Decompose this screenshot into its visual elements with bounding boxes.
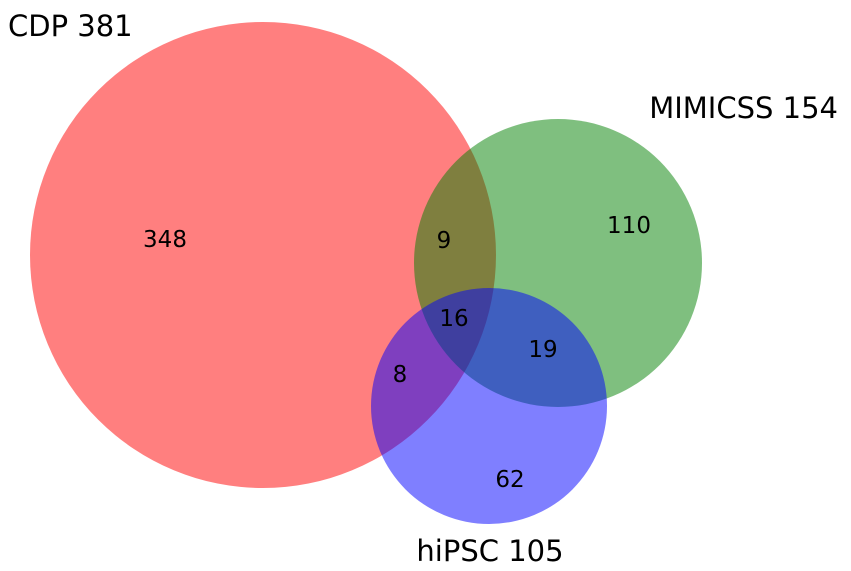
mimicss-hipsc-count: 19 [528,337,557,363]
mimicss-only-count: 110 [607,213,651,239]
hipsc-only-count: 62 [495,467,524,493]
cdp-mimicss-count: 9 [437,228,452,254]
all-three-count: 16 [439,306,468,332]
cdp-only-count: 348 [143,227,187,253]
hipsc-set-label: hiPSC 105 [416,534,563,568]
cdp-hipsc-count: 8 [393,362,408,388]
mimicss-set-label: MIMICSS 154 [649,91,838,125]
cdp-set-label: CDP 381 [8,9,133,43]
hipsc-circle [371,288,607,524]
